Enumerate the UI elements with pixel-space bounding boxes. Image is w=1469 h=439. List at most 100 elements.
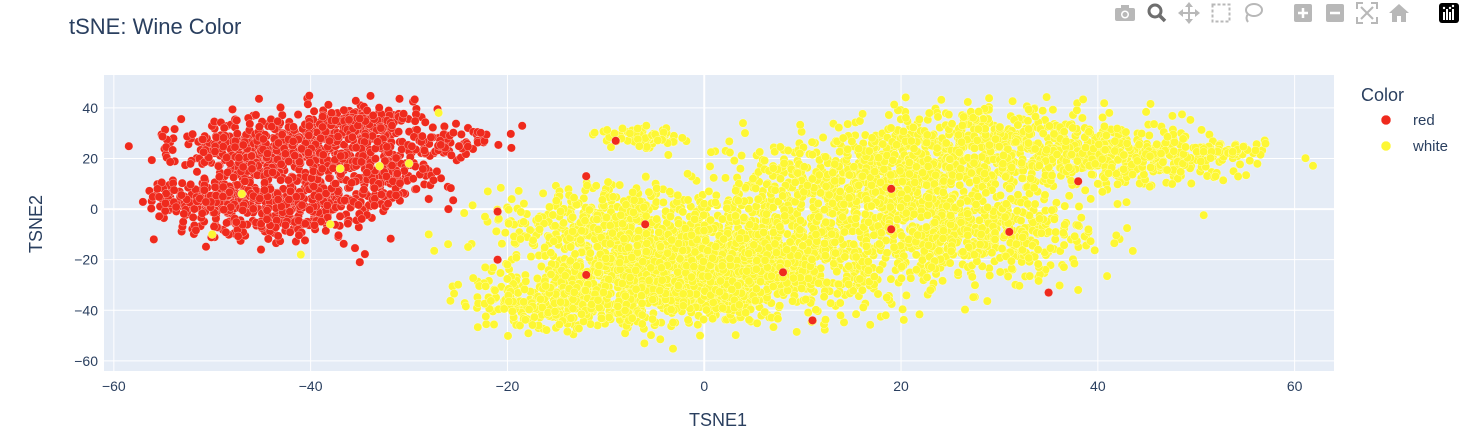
- point-white: [668, 318, 678, 327]
- point-red: [440, 122, 449, 131]
- point-white: [822, 278, 832, 287]
- point-red: [191, 225, 201, 235]
- point-white: [535, 224, 544, 234]
- point-white: [760, 255, 770, 265]
- point-white: [668, 344, 678, 354]
- point-red: [157, 178, 167, 187]
- point-red: [359, 185, 369, 195]
- point-white: [546, 248, 556, 258]
- point-white: [779, 158, 789, 168]
- point-white: [538, 189, 548, 198]
- point-white: [803, 308, 813, 317]
- point-white: [801, 295, 811, 304]
- point-red: [383, 199, 393, 209]
- point-red: [273, 116, 283, 126]
- point-white: [886, 274, 896, 284]
- point-red: [386, 234, 396, 244]
- point-white: [603, 177, 613, 187]
- point-white: [674, 281, 683, 290]
- point-white: [835, 187, 845, 196]
- point-red: [449, 128, 458, 138]
- point-white: [785, 237, 795, 247]
- point-white: [708, 298, 718, 307]
- point-red: [451, 119, 461, 129]
- point-white: [876, 178, 885, 187]
- point-red: [276, 159, 286, 169]
- point-white: [795, 225, 805, 235]
- point-white: [1078, 113, 1087, 123]
- point-red: [325, 136, 334, 146]
- point-red: [309, 182, 319, 191]
- point-white: [881, 310, 891, 320]
- point-white: [652, 214, 662, 224]
- point-white: [778, 191, 788, 201]
- point-white: [488, 263, 498, 273]
- point-white: [1005, 184, 1014, 193]
- point-red: [410, 116, 420, 126]
- point-white: [652, 184, 662, 193]
- point-red: [380, 156, 390, 166]
- point-white: [704, 187, 714, 196]
- point-red: [255, 122, 264, 132]
- point-red: [138, 197, 148, 207]
- point-red: [321, 226, 331, 236]
- point-red: [407, 141, 417, 151]
- point-white: [673, 190, 683, 200]
- point-red: [446, 183, 456, 193]
- point-white: [1186, 115, 1195, 125]
- point-white: [789, 273, 798, 283]
- point-white: [556, 207, 565, 216]
- point-white: [550, 221, 560, 231]
- point-white: [568, 212, 578, 222]
- point-white: [570, 249, 580, 259]
- point-white: [624, 243, 633, 253]
- point-red: [339, 239, 349, 249]
- point-red: [222, 218, 231, 228]
- point-white: [608, 192, 618, 202]
- point-white: [836, 311, 845, 320]
- point-white: [1168, 111, 1177, 121]
- point-red: [394, 127, 403, 137]
- point-red: [395, 178, 405, 188]
- point-white: [507, 194, 517, 204]
- point-red: [254, 94, 264, 104]
- point-white: [534, 213, 543, 223]
- point-white: [639, 202, 649, 212]
- point-white: [753, 194, 763, 204]
- point-red: [297, 200, 307, 210]
- point-red: [463, 142, 473, 151]
- point-white: [519, 217, 528, 227]
- point-white: [775, 222, 785, 232]
- point-red: [447, 150, 456, 160]
- point-white: [858, 285, 867, 295]
- point-white: [725, 148, 735, 157]
- point-white: [719, 234, 728, 244]
- point-white: [429, 246, 439, 256]
- point-white: [616, 210, 626, 220]
- point-white: [666, 212, 675, 221]
- point-white: [751, 202, 761, 211]
- point-red: [238, 205, 248, 215]
- point-white: [752, 318, 762, 328]
- point-red: [276, 175, 286, 185]
- point-red: [339, 105, 349, 115]
- point-white: [824, 190, 834, 200]
- point-red: [218, 182, 228, 192]
- point-red: [211, 132, 221, 142]
- point-red: [198, 135, 208, 144]
- point-white: [813, 199, 823, 208]
- point-white: [580, 216, 590, 226]
- point-red: [263, 149, 272, 158]
- point-red: [420, 117, 430, 127]
- point-white: [769, 322, 778, 332]
- point-white: [830, 237, 840, 247]
- point-white: [731, 186, 741, 196]
- point-white: [615, 258, 625, 267]
- point-white: [615, 180, 625, 190]
- point-white: [936, 95, 946, 105]
- point-white: [582, 181, 592, 190]
- point-red: [336, 151, 346, 161]
- point-red: [286, 186, 295, 196]
- chart-title: tSNE: Wine Color: [69, 14, 241, 39]
- point-white: [618, 219, 627, 229]
